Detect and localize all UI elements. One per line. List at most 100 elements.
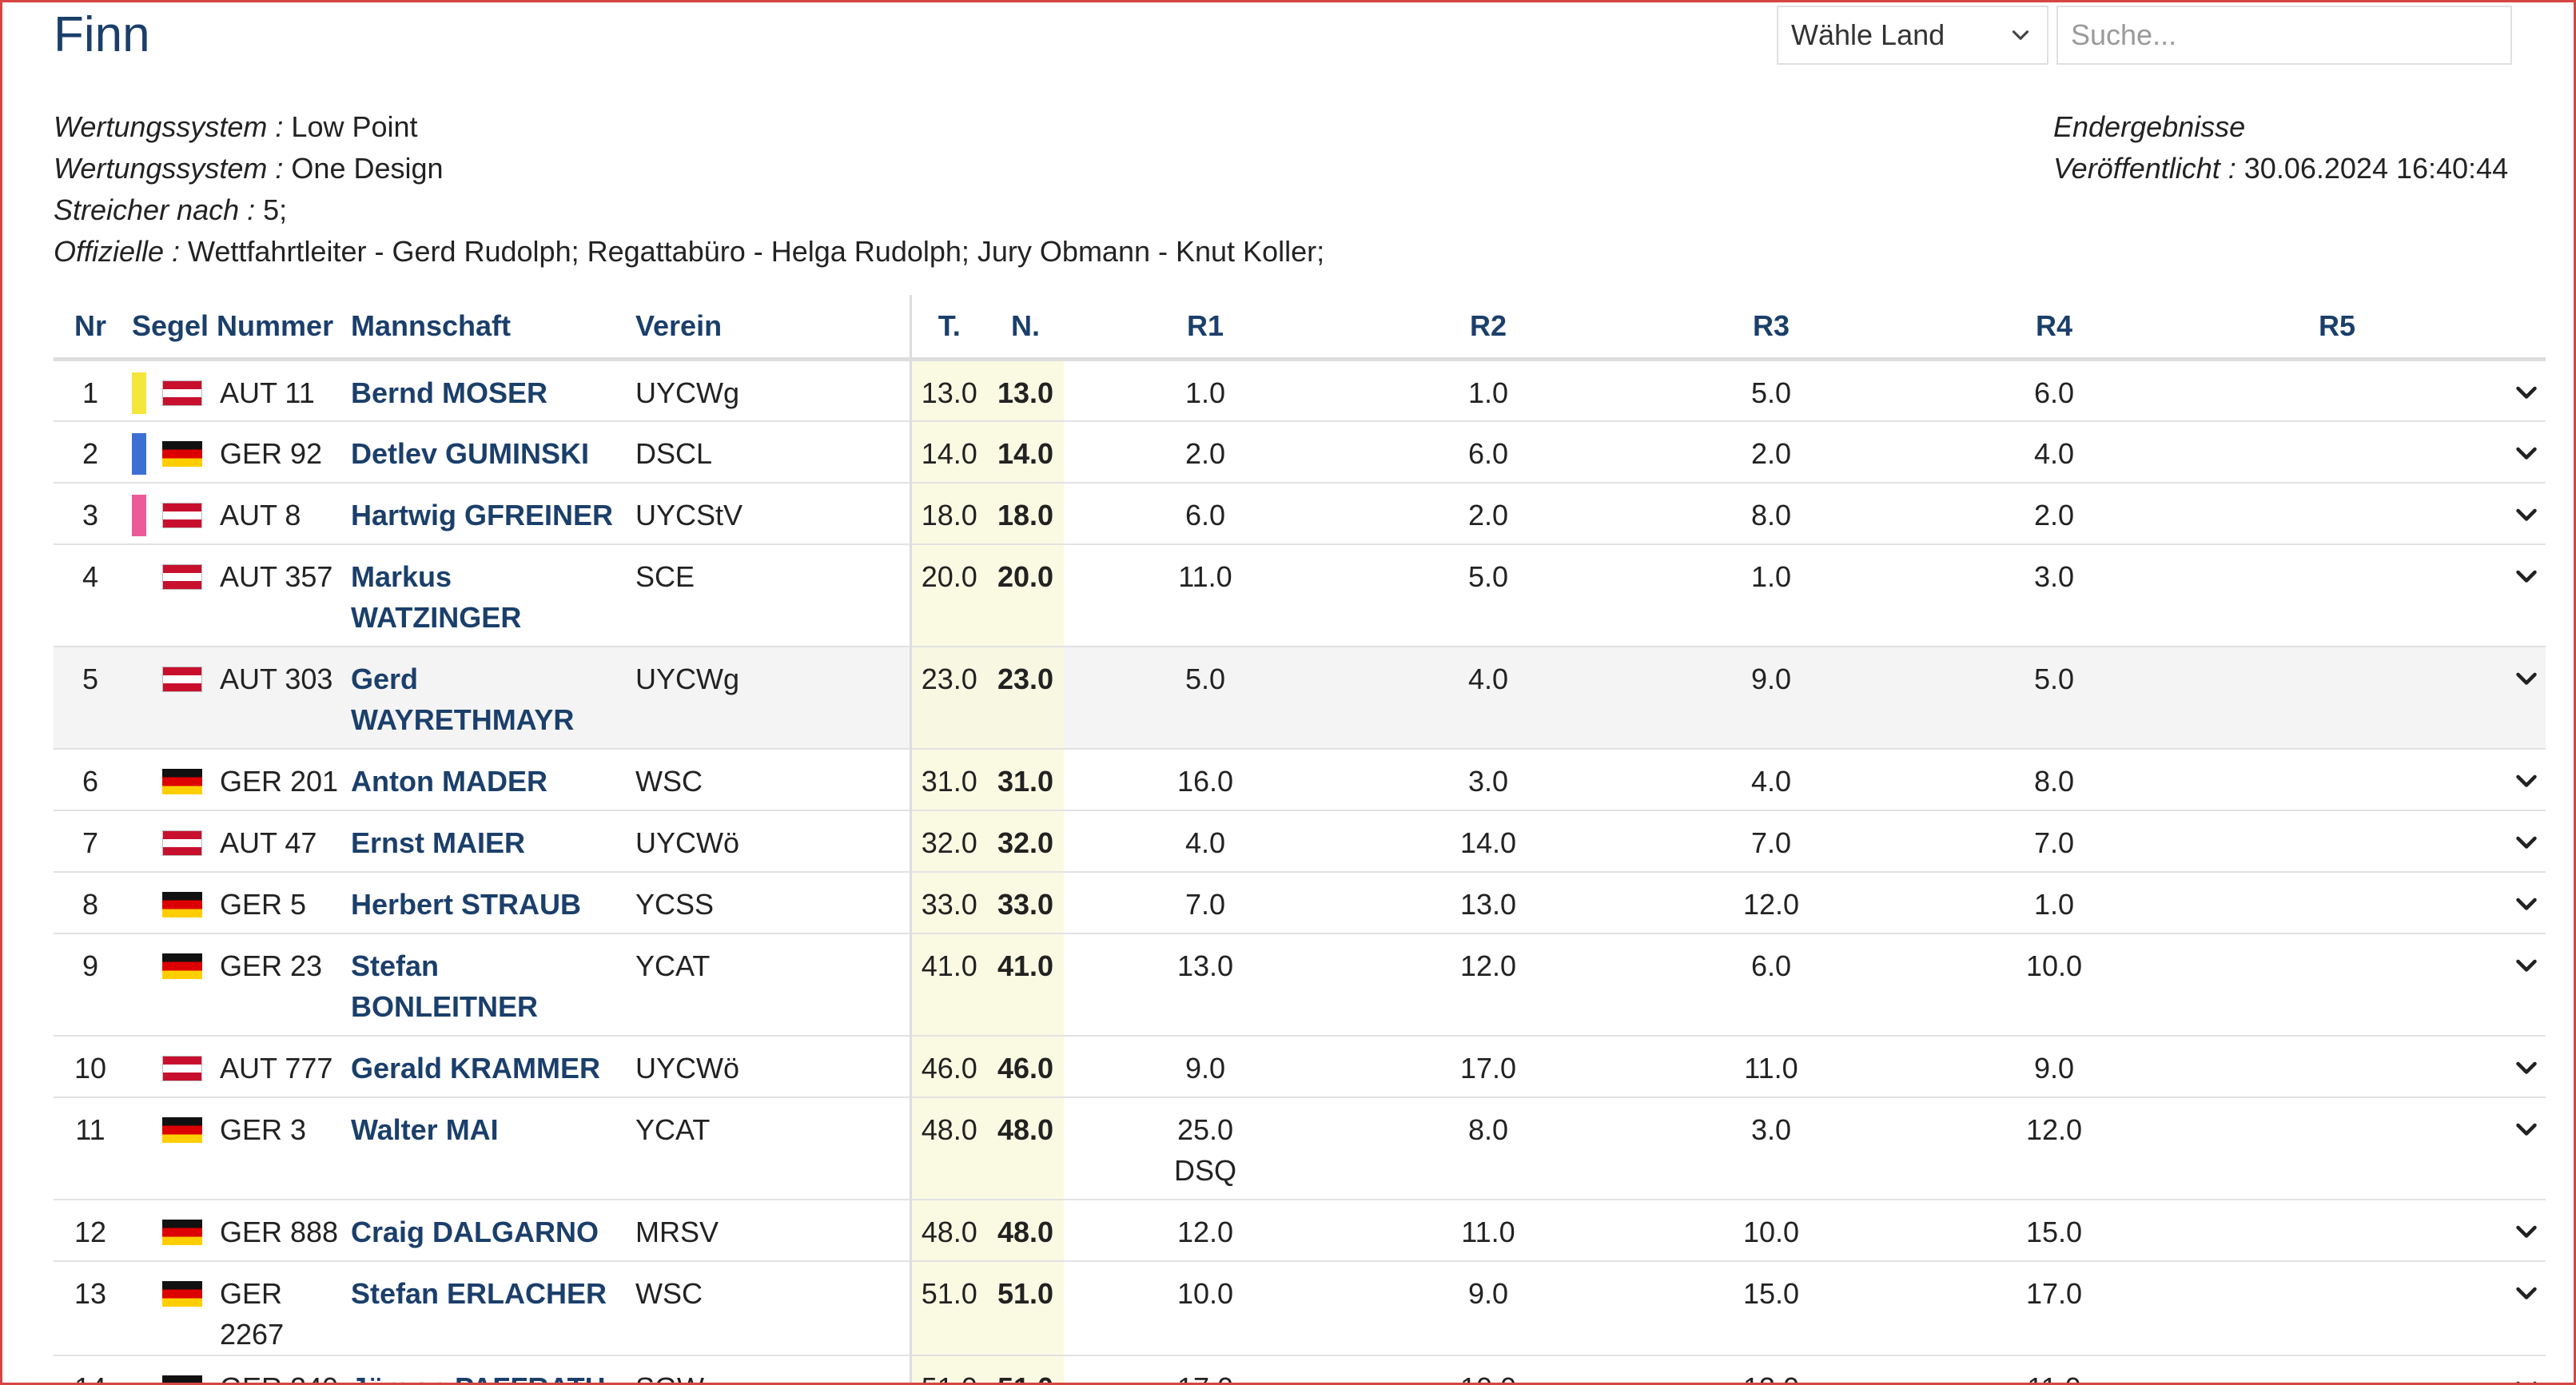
net-points: 18.0	[987, 482, 1064, 545]
row-expand-button[interactable]	[2478, 1199, 2546, 1262]
table-row[interactable]: 14GER 240Jürgen PAFFRATHSGW51.051.017.01…	[54, 1355, 2546, 1383]
rank-cell: 9	[54, 933, 127, 1037]
net-points: 48.0	[987, 1096, 1064, 1200]
table-row[interactable]: 9 GER 23 Stefan BONLEITNER YCAT 41.0 41.0 13.0…	[54, 933, 2546, 1037]
race-5-score	[2196, 748, 2478, 811]
crew-name[interactable]: Detlev GUMINSKI	[346, 420, 631, 484]
header-crew[interactable]: Mannschaft	[346, 295, 631, 361]
row-expand-button[interactable]	[2478, 810, 2546, 873]
chevron-down-icon	[2516, 447, 2537, 460]
crew-name[interactable]: Anton MADER	[346, 748, 631, 811]
germany-flag-icon	[162, 1116, 202, 1143]
header-nr[interactable]: Nr	[54, 295, 127, 361]
table-row[interactable]: 3 AUT 8 Hartwig GFREINER UYCStV 18.0 18.0 6.0 2…	[54, 482, 2546, 545]
header-total[interactable]: T.	[909, 295, 987, 361]
header-r2[interactable]: R2	[1347, 295, 1630, 361]
row-expand-button[interactable]	[2478, 748, 2546, 811]
race-5-score	[2196, 482, 2478, 545]
medal-marker	[132, 659, 146, 700]
total-points: 31.0	[909, 748, 987, 811]
row-expand-button[interactable]	[2478, 646, 2546, 750]
table-header-row: Nr Segel Nummer Mannschaft Verein T. N. R1 R2 R3…	[54, 295, 2546, 361]
race-2-score: 4.0	[1347, 646, 1630, 750]
crew-name[interactable]: Craig DALGARNO	[346, 1199, 631, 1262]
rank-cell: 11	[54, 1096, 127, 1200]
austria-flag-icon	[162, 666, 202, 692]
sail-number-cell: GER 5	[127, 871, 346, 934]
race-3-score: 12.0	[1630, 871, 1913, 934]
chevron-down-icon	[2516, 1123, 2537, 1136]
race-5-score	[2196, 1355, 2478, 1383]
race-5-score	[2196, 1035, 2478, 1098]
table-row[interactable]: 13 GER 2267 Stefan ERLACHER WSC 51.0 51.0 10.0…	[54, 1260, 2546, 1356]
crew-name[interactable]: Hartwig GFREINER	[346, 482, 631, 545]
rank-cell: 4	[54, 543, 127, 647]
row-expand-button[interactable]	[2478, 359, 2546, 422]
race-5-score	[2196, 871, 2478, 934]
penalty-code: DSQ	[1173, 1153, 1236, 1187]
rank-cell: 13	[54, 1260, 127, 1356]
crew-name[interactable]: Stefan ERLACHER	[346, 1260, 631, 1356]
austria-flag-icon	[162, 563, 202, 590]
race-4-score: 8.0	[1913, 748, 2196, 811]
table-row[interactable]: 2 GER 92 Detlev GUMINSKI DSCL 14.0 14.0 2.0 6.0…	[54, 420, 2546, 484]
table-row[interactable]: 1 AUT 11 Bernd MOSER UYCWg 13.0 13.0 1.0 1.0 5.0…	[54, 359, 2546, 422]
crew-name[interactable]: Gerald KRAMMER	[346, 1035, 631, 1098]
row-expand-button[interactable]	[2478, 933, 2546, 1037]
table-row[interactable]: 11 GER 3 Walter MAI YCAT 48.0 48.0 25.0 DSQ 8.0 3…	[54, 1096, 2546, 1200]
header-net[interactable]: N.	[987, 295, 1064, 361]
row-expand-button[interactable]	[2478, 543, 2546, 647]
race-1-score: 10.0	[1064, 1260, 1347, 1356]
table-row[interactable]: 12 GER 888 Craig DALGARNO MRSV 48.0 48.0 12.0 1…	[54, 1199, 2546, 1262]
race-1-score: 11.0	[1064, 543, 1347, 647]
sail-number: GER 240	[220, 1367, 338, 1383]
row-expand-button[interactable]	[2478, 1355, 2546, 1383]
chevron-down-icon	[2516, 570, 2537, 583]
row-expand-button[interactable]	[2478, 1096, 2546, 1200]
crew-name[interactable]: Walter MAI	[346, 1096, 631, 1200]
race-1-score: 12.0	[1064, 1199, 1347, 1262]
crew-name[interactable]: Gerd WAYRETHMAYR	[346, 646, 631, 750]
race-4-score: 4.0	[1913, 420, 2196, 484]
sail-number-cell: GER 888	[127, 1199, 346, 1262]
scoring-info-line: Streicher nach : 5;	[54, 193, 288, 226]
rank-cell: 12	[54, 1199, 127, 1262]
header-r4[interactable]: R4	[1913, 295, 2196, 361]
table-row[interactable]: 8 GER 5 Herbert STRAUB YCSS 33.0 33.0 7.0 13.0 1…	[54, 871, 2546, 934]
crew-name[interactable]: Jürgen PAFFRATH	[346, 1355, 631, 1383]
net-points: 48.0	[987, 1199, 1064, 1262]
header-club[interactable]: Verein	[631, 295, 910, 361]
row-expand-button[interactable]	[2478, 482, 2546, 545]
crew-name[interactable]: Ernst MAIER	[346, 810, 631, 873]
austria-flag-icon	[162, 1055, 202, 1081]
row-expand-button[interactable]	[2478, 420, 2546, 484]
table-row[interactable]: 5 AUT 303 Gerd WAYRETHMAYR UYCWg 23.0 23.0 5.0…	[54, 646, 2546, 750]
row-expand-button[interactable]	[2478, 1035, 2546, 1098]
row-expand-button[interactable]	[2478, 871, 2546, 934]
header-sail-number[interactable]: Segel Nummer	[127, 295, 346, 361]
table-row[interactable]: 6 GER 201 Anton MADER WSC 31.0 31.0 16.0 3.0 4.0…	[54, 748, 2546, 811]
crew-name[interactable]: Markus WATZINGER	[346, 543, 631, 647]
crew-name[interactable]: Herbert STRAUB	[346, 871, 631, 934]
race-4-score: 15.0	[1913, 1199, 2196, 1262]
total-points: 48.0	[909, 1199, 987, 1262]
race-1-score: 13.0	[1064, 933, 1347, 1037]
table-row[interactable]: 4 AUT 357 Markus WATZINGER SCE 20.0 20.0 11.0 5…	[54, 543, 2546, 647]
chevron-down-icon	[2516, 836, 2537, 849]
race-4-score: 12.0	[1913, 1096, 2196, 1200]
header-r1[interactable]: R1	[1064, 295, 1347, 361]
row-expand-button[interactable]	[2478, 1260, 2546, 1356]
table-row[interactable]: 7 AUT 47 Ernst MAIER UYCWö 32.0 32.0 4.0 14.0 7.…	[54, 810, 2546, 873]
search-input[interactable]	[2056, 6, 2512, 65]
chevron-down-icon	[2516, 1287, 2537, 1299]
header-r3[interactable]: R3	[1630, 295, 1913, 361]
table-row[interactable]: 10 AUT 777 Gerald KRAMMER UYCWö 46.0 46.0 9.0 1…	[54, 1035, 2546, 1098]
medal-marker	[132, 1273, 146, 1315]
crew-name[interactable]: Bernd MOSER	[346, 359, 631, 422]
header-r5[interactable]: R5	[2196, 295, 2478, 361]
race-1-score: 17.0	[1064, 1355, 1347, 1383]
chevron-down-icon	[2516, 1225, 2537, 1238]
net-points: 51.0	[987, 1260, 1064, 1356]
crew-name[interactable]: Stefan BONLEITNER	[346, 933, 631, 1037]
country-select[interactable]: Wähle Land	[1777, 6, 2048, 65]
